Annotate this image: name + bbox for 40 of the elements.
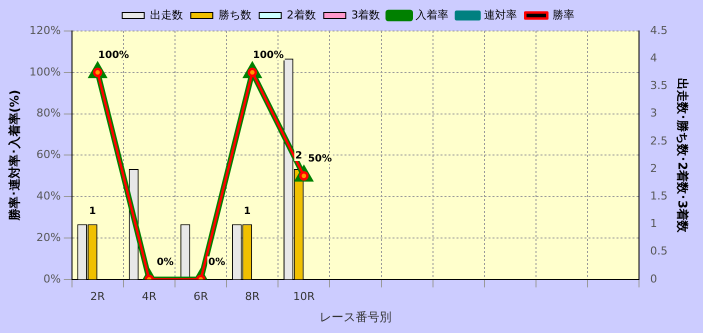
y-tick-label: 100% bbox=[29, 65, 61, 78]
y2-tick-label: 3.5 bbox=[650, 79, 668, 92]
y2-tick-label: 1 bbox=[650, 217, 658, 230]
data-label: 100% bbox=[98, 50, 130, 61]
y2-tick-label: 0.5 bbox=[650, 244, 668, 258]
data-label: 0% bbox=[208, 256, 226, 268]
data-label: 0% bbox=[156, 256, 174, 268]
legend-label: 3着数 bbox=[351, 8, 380, 22]
legend-label: 入着率 bbox=[416, 8, 449, 22]
legend-label: 連対率 bbox=[484, 8, 518, 22]
y-tick-label: 20% bbox=[36, 230, 61, 244]
x-tick-label: 10R bbox=[293, 290, 316, 303]
y2-tick-label: 3 bbox=[650, 106, 658, 120]
y-tick-label: 60% bbox=[36, 148, 61, 162]
legend-label: 勝率 bbox=[552, 8, 575, 22]
data-label: 2 bbox=[295, 150, 302, 162]
legend-label: 2着数 bbox=[286, 8, 316, 22]
y-tick-label: 120% bbox=[29, 24, 61, 37]
data-label: 100% bbox=[252, 50, 284, 61]
legend-label: 出走数 bbox=[150, 8, 183, 22]
y2-axis-title: 出走数･勝ち数･2着数･3着数 bbox=[676, 78, 690, 234]
data-label: 50% bbox=[308, 153, 332, 164]
x-axis-title: レース番号別 bbox=[319, 310, 392, 324]
data-label: 1 bbox=[244, 206, 251, 217]
data-label: 1 bbox=[88, 206, 96, 217]
y-tick-label: 0% bbox=[43, 272, 61, 286]
x-tick-label: 6R bbox=[193, 290, 208, 303]
y2-tick-label: 1.5 bbox=[650, 189, 668, 202]
y-axis-title: 勝率･連対率･入着率(%) bbox=[7, 90, 22, 222]
y2-tick-label: 4 bbox=[650, 51, 658, 64]
x-tick-label: 2R bbox=[90, 290, 106, 303]
y-tick-label: 40% bbox=[36, 189, 61, 202]
x-tick-label: 4R bbox=[142, 290, 157, 303]
y-tick-label: 80% bbox=[36, 106, 61, 120]
legend-label: 勝ち数 bbox=[218, 8, 252, 22]
y2-tick-label: 0 bbox=[650, 272, 658, 286]
y2-tick-label: 2 bbox=[650, 162, 658, 175]
y2-tick-label: 4.5 bbox=[650, 24, 668, 37]
y2-tick-label: 2.5 bbox=[650, 134, 668, 148]
x-tick-label: 8R bbox=[245, 290, 260, 303]
